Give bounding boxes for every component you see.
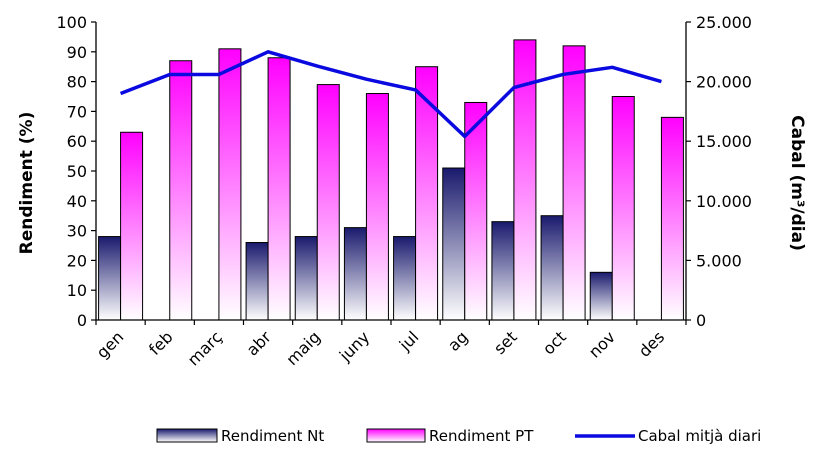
right-tick-label: 25.000	[696, 13, 752, 32]
bar-rendiment-pt	[415, 66, 439, 321]
left-tick-label: 0	[77, 311, 87, 330]
legend-swatch-rendiment-nt	[156, 428, 218, 443]
x-tick-label: des	[635, 327, 668, 360]
left-ticks: 0 10 20 30 40 50 60 70 80 90 100	[56, 13, 96, 330]
bar-rendiment-nt	[540, 215, 564, 321]
x-tick-label: feb	[145, 327, 177, 359]
legend: Rendiment Nt Rendiment PT Cabal mitjà di…	[156, 427, 761, 445]
bar-rendiment-nt	[442, 167, 466, 321]
right-tick-label: 15.000	[696, 132, 752, 151]
bar-rendiment-nt	[245, 242, 269, 321]
right-tick-label: 10.000	[696, 192, 752, 211]
x-tick-label: nov	[585, 327, 619, 361]
right-axis-title: Cabal (m³/dia)	[787, 115, 807, 251]
x-tick-label: abr	[243, 327, 275, 359]
legend-swatch-rendiment-pt	[366, 428, 426, 443]
bar-rendiment-nt	[98, 236, 122, 321]
bar-rendiment-pt	[169, 60, 193, 321]
left-tick-label: 50	[67, 162, 87, 181]
left-tick-label: 20	[67, 251, 87, 270]
bar-rendiment-nt	[589, 271, 613, 321]
x-tick-label: oct	[539, 327, 570, 358]
bar-rendiment-pt	[660, 116, 684, 321]
left-tick-label: 70	[67, 102, 87, 121]
left-tick-label: 40	[67, 192, 87, 211]
bar-rendiment-pt	[267, 57, 291, 321]
line-layer	[119, 50, 662, 139]
bar-rendiment-pt	[218, 48, 242, 321]
left-tick-label: 60	[67, 132, 87, 151]
legend-label-rendiment-pt: Rendiment PT	[429, 427, 534, 445]
bars-layer	[98, 39, 684, 321]
x-tick-label: maig	[282, 327, 324, 369]
bar-rendiment-pt	[611, 96, 635, 321]
left-tick-label: 10	[67, 281, 87, 300]
x-tick-label: jul	[395, 327, 423, 355]
bar-rendiment-pt	[365, 93, 389, 321]
x-ticks: gen feb març abr maig juny jul ag set oct nov des	[93, 320, 687, 369]
x-tick-label: set	[490, 327, 521, 358]
right-tick-label: 0	[696, 311, 706, 330]
right-tick-label: 20.000	[696, 73, 752, 92]
line-cabal-mitja-diari	[119, 50, 662, 139]
left-axis-title: Rendiment (%)	[17, 112, 37, 255]
bar-rendiment-nt	[491, 221, 515, 321]
bar-rendiment-nt	[294, 236, 318, 321]
left-tick-label: 30	[67, 222, 87, 241]
x-tick-label: ag	[444, 327, 472, 355]
bar-rendiment-nt	[393, 236, 417, 321]
bar-rendiment-pt	[562, 45, 586, 321]
bar-rendiment-nt	[343, 227, 367, 321]
legend-label-rendiment-nt: Rendiment Nt	[221, 427, 324, 445]
x-tick-label: juny	[335, 327, 373, 365]
right-ticks: 0 5.000 10.000 15.000 20.000 25.000	[686, 13, 752, 330]
x-tick-label: gen	[93, 327, 128, 362]
bar-rendiment-pt	[120, 131, 144, 321]
left-tick-label: 100	[56, 13, 87, 32]
bar-rendiment-pt	[316, 84, 340, 321]
legend-label-cabal: Cabal mitjà diari	[638, 427, 761, 445]
x-tick-label: març	[184, 327, 226, 369]
left-tick-label: 90	[67, 43, 87, 62]
left-tick-label: 80	[67, 73, 87, 92]
right-tick-label: 5.000	[696, 251, 742, 270]
